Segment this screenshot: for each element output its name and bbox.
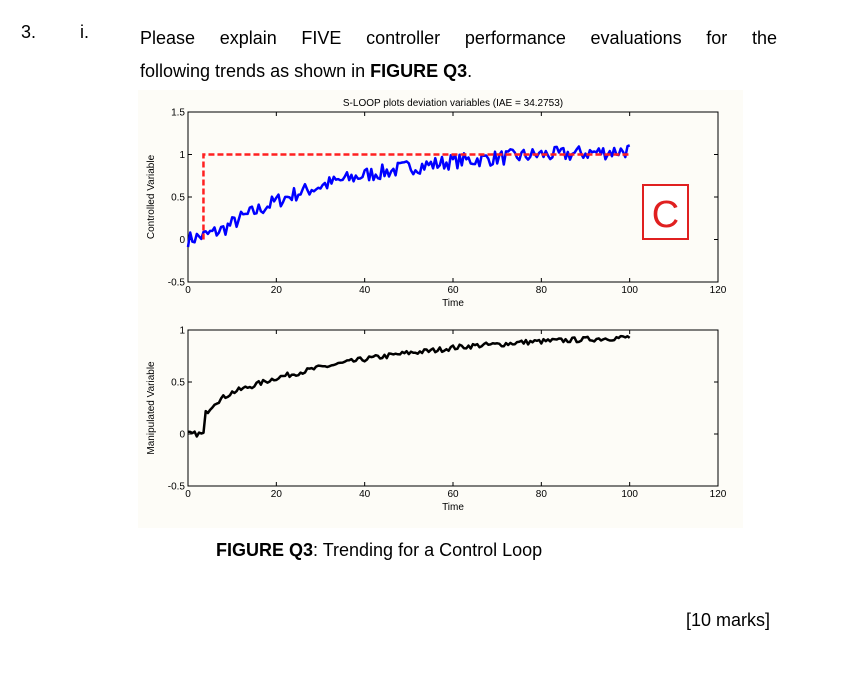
caption-text: : Trending for a Control Loop	[313, 540, 543, 560]
figure-reference: FIGURE Q3	[370, 61, 468, 81]
plot2-x-tick-label: 0	[185, 489, 191, 500]
plot2-y-axis-label: Manipulated Variable	[146, 361, 157, 455]
plot2-x-tick-label: 60	[447, 489, 459, 500]
plot1-x-tick-label: 120	[710, 285, 727, 296]
plot1-x-tick-label: 20	[271, 285, 283, 296]
plot1-x-tick-label: 100	[621, 285, 638, 296]
plot2-x-tick-label: 20	[271, 489, 283, 500]
question-line-1: Please explain FIVE controller performan…	[140, 28, 777, 48]
plot1-series-1-trace	[186, 144, 631, 248]
plot1-title: S-LOOP plots deviation variables (IAE = …	[343, 98, 563, 109]
plot1-y-axis-label: Controlled Variable	[146, 154, 157, 239]
plot2-x-axis-label: Time	[442, 502, 464, 513]
question-text: Please explain FIVE controller performan…	[140, 22, 777, 88]
question-line-2-end: .	[467, 61, 473, 81]
plot1-x-axis-label: Time	[442, 298, 464, 309]
plot1-y-tick-label: 0	[179, 235, 185, 246]
plot1-y-tick-label: 0.5	[171, 193, 185, 204]
plot1-y-tick-label: 1.5	[171, 108, 185, 119]
plot2-x-tick-label: 120	[710, 489, 727, 500]
plot1-y-tick-label: 1	[179, 150, 185, 161]
marks-allocation: [10 marks]	[686, 610, 771, 630]
plot1-y-tick-label: -0.5	[168, 278, 186, 289]
question-number: 3.	[21, 22, 37, 42]
figure-q3-plots: S-LOOP plots deviation variables (IAE = …	[146, 98, 727, 513]
plot2-y-tick-label: -0.5	[168, 482, 186, 493]
question-line-2: following trends as shown in FIGURE Q3.	[140, 55, 777, 88]
plot2-y-tick-label: 0.5	[171, 378, 185, 389]
plot2-x-tick-label: 40	[359, 489, 371, 500]
figure-q3: S-LOOP plots deviation variables (IAE = …	[138, 90, 743, 528]
plot1-series-2-setpoint-line	[202, 153, 630, 240]
plot1-x-tick-label: 40	[359, 285, 371, 296]
plot1-x-tick-label: 0	[185, 285, 191, 296]
plot1-annotation-label: C	[652, 194, 679, 236]
plot1-x-tick-label: 80	[536, 285, 548, 296]
plot1-axes-frame	[187, 111, 719, 283]
caption-label: FIGURE Q3	[216, 540, 314, 560]
plot2-y-tick-label: 1	[179, 326, 185, 337]
question-line-2-text: following trends as shown in	[140, 61, 371, 81]
plot1-x-tick-label: 60	[447, 285, 459, 296]
plot2-x-tick-label: 100	[621, 489, 638, 500]
figure-caption: FIGURE Q3: Trending for a Control Loop	[216, 540, 542, 561]
plot1-annotation-box	[642, 184, 689, 240]
plot2-x-tick-label: 80	[536, 489, 548, 500]
plot2-series-1-trace	[187, 334, 631, 438]
plot2-y-tick-label: 0	[179, 430, 185, 441]
plot2-axes-frame	[187, 329, 719, 487]
question-part: i.	[80, 22, 89, 42]
